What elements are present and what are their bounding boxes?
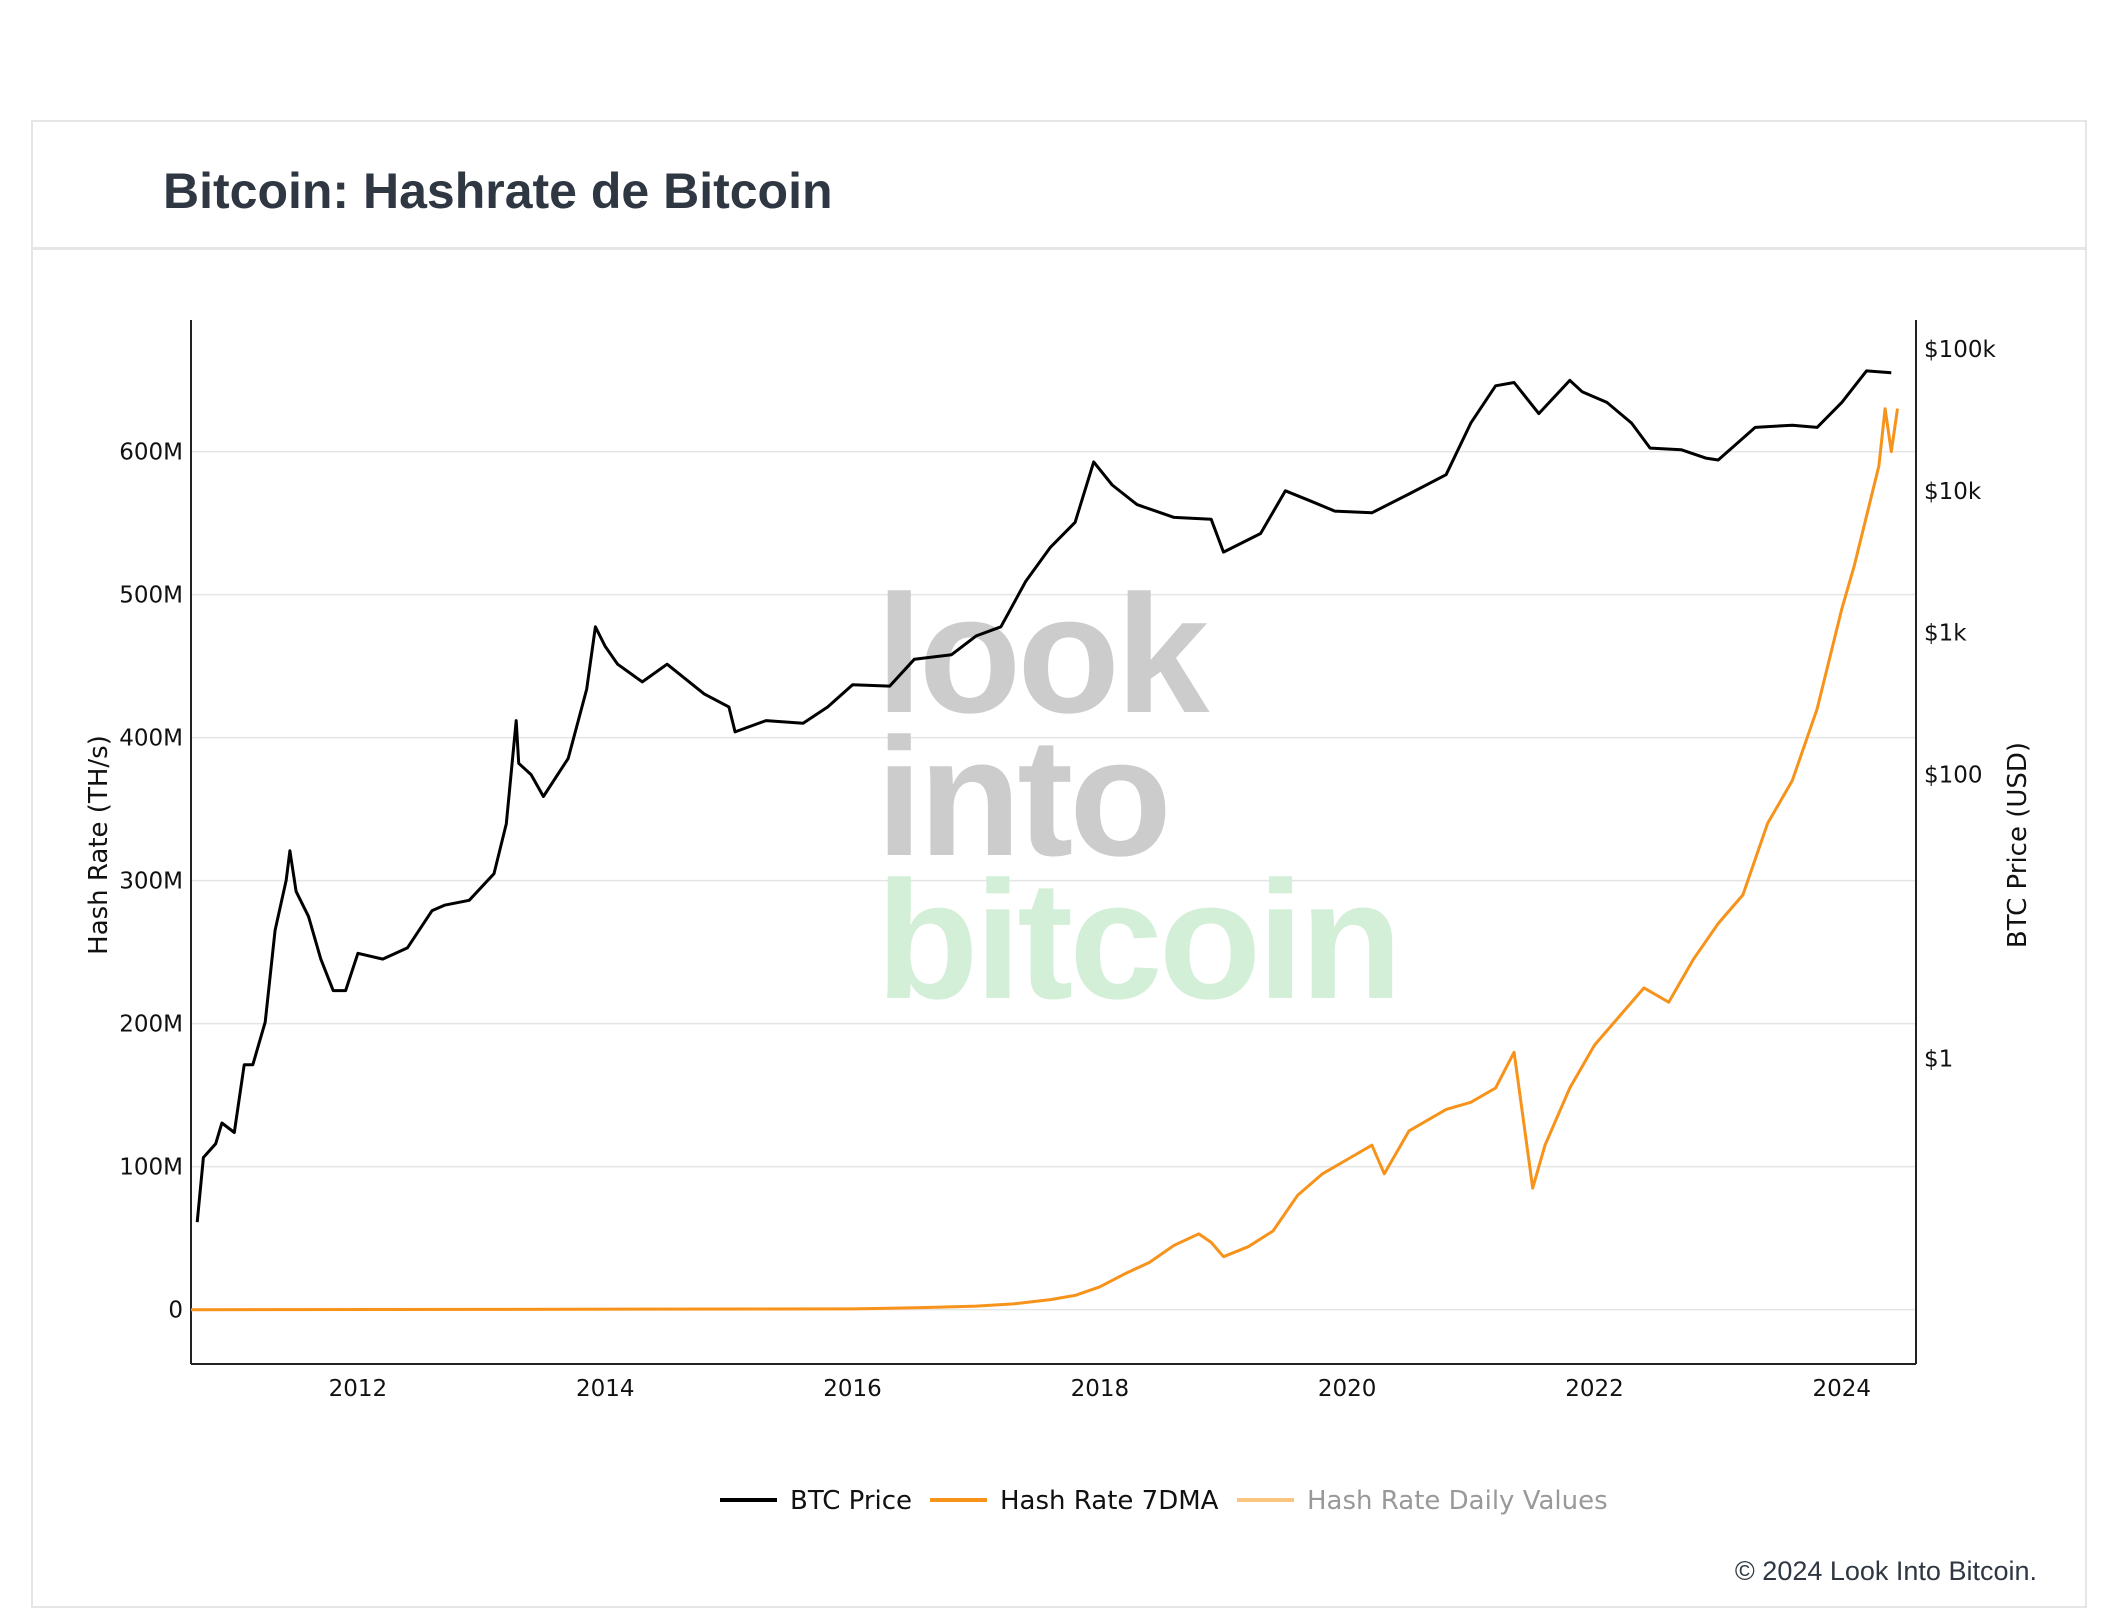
chart-card: Bitcoin: Hashrate de Bitcoin [31, 120, 2087, 1608]
btc-price-line [195, 369, 1892, 1223]
legend-item-label: BTC Price [790, 1486, 912, 1516]
watermark-bitcoin: bitcoin [876, 846, 1399, 1034]
y-left-tick-label: 400M [119, 726, 183, 752]
y-axis-left-title: Hash Rate (TH/s) [84, 735, 114, 955]
y-right-tick-label: $100 [1924, 763, 1983, 789]
y-right-tick-label: $100k [1924, 337, 1997, 363]
watermark: look into bitcoin [876, 560, 1403, 1034]
x-tick-label: 2022 [1565, 1376, 1624, 1402]
page-title: Bitcoin: Hashrate de Bitcoin [163, 163, 833, 219]
card-header: Bitcoin: Hashrate de Bitcoin [33, 122, 2085, 250]
grid-lines [191, 450, 1916, 1311]
data-series [190, 369, 1899, 1312]
watermark-into: into [876, 703, 1168, 891]
axes [190, 320, 1917, 1365]
x-tick-label: 2012 [329, 1376, 388, 1402]
legend-item-label: Hash Rate Daily Values [1307, 1486, 1608, 1516]
y-left-tick-label: 500M [119, 583, 183, 609]
x-tick-label: 2014 [576, 1376, 635, 1402]
y-right-tick-label: $1k [1924, 621, 1967, 647]
tick-labels: 0 100M 200M 300M 400M 500M 600M $1 $100 $1k $10k $1… [119, 337, 1996, 1402]
y-left-tick-label: 100M [119, 1155, 183, 1181]
legend-item-label: Hash Rate 7DMA [1000, 1486, 1219, 1516]
x-tick-label: 2018 [1071, 1376, 1130, 1402]
copyright-notice: © 2024 Look Into Bitcoin. [1734, 1556, 2037, 1586]
x-tick-label: 2020 [1318, 1376, 1377, 1402]
hash-rate-7dma-line [190, 407, 1899, 1312]
y-right-tick-label: $10k [1924, 479, 1982, 505]
y-left-tick-label: 600M [119, 440, 183, 466]
y-left-tick-label: 0 [168, 1298, 183, 1324]
x-tick-label: 2016 [823, 1376, 882, 1402]
y-left-tick-label: 200M [119, 1012, 183, 1038]
legend: BTC Price Hash Rate 7DMA Hash Rate Daily V… [720, 1486, 1608, 1516]
watermark-look: look [876, 560, 1210, 748]
x-tick-label: 2024 [1813, 1376, 1872, 1402]
y-right-tick-label: $1 [1924, 1046, 1953, 1072]
y-axis-right-title: BTC Price (USD) [2003, 742, 2033, 948]
y-left-tick-label: 300M [119, 869, 183, 895]
